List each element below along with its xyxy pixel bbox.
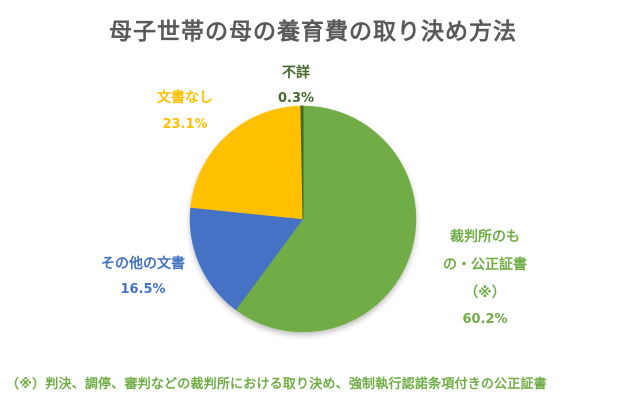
label-no-document: 文書なし 23.1% (130, 88, 240, 135)
label-court-name-2: の・公正証書 (443, 257, 527, 273)
label-other-percent: 16.5% (120, 281, 166, 297)
label-court-name-1: 裁判所のも (450, 229, 520, 245)
footnote: （※）判決、調停、審判などの裁判所における取り決め、強制執行認諾条項付きの公正証… (6, 377, 547, 392)
label-nodoc-name: 文書なし (157, 90, 213, 106)
slice-other-document (189, 207, 304, 311)
label-court-name-3: （※） (464, 285, 506, 301)
slice-no-document (190, 105, 304, 220)
label-unknown: 不詳 0.3% (256, 63, 336, 109)
slice-court-public-deed (235, 105, 417, 333)
label-court-public-deed: 裁判所のも の・公正証書 （※） 60.2% (420, 223, 550, 331)
label-other-name: その他の文書 (101, 256, 185, 272)
label-other-document: その他の文書 16.5% (78, 254, 208, 300)
label-unknown-percent: 0.3% (277, 90, 315, 106)
chart-title: 母子世帯の母の養育費の取り決め方法 (109, 19, 517, 45)
slice-unknown (300, 105, 304, 220)
label-court-percent: 60.2% (462, 312, 508, 327)
label-unknown-name: 不詳 (282, 65, 310, 81)
label-nodoc-percent: 23.1% (162, 116, 208, 132)
